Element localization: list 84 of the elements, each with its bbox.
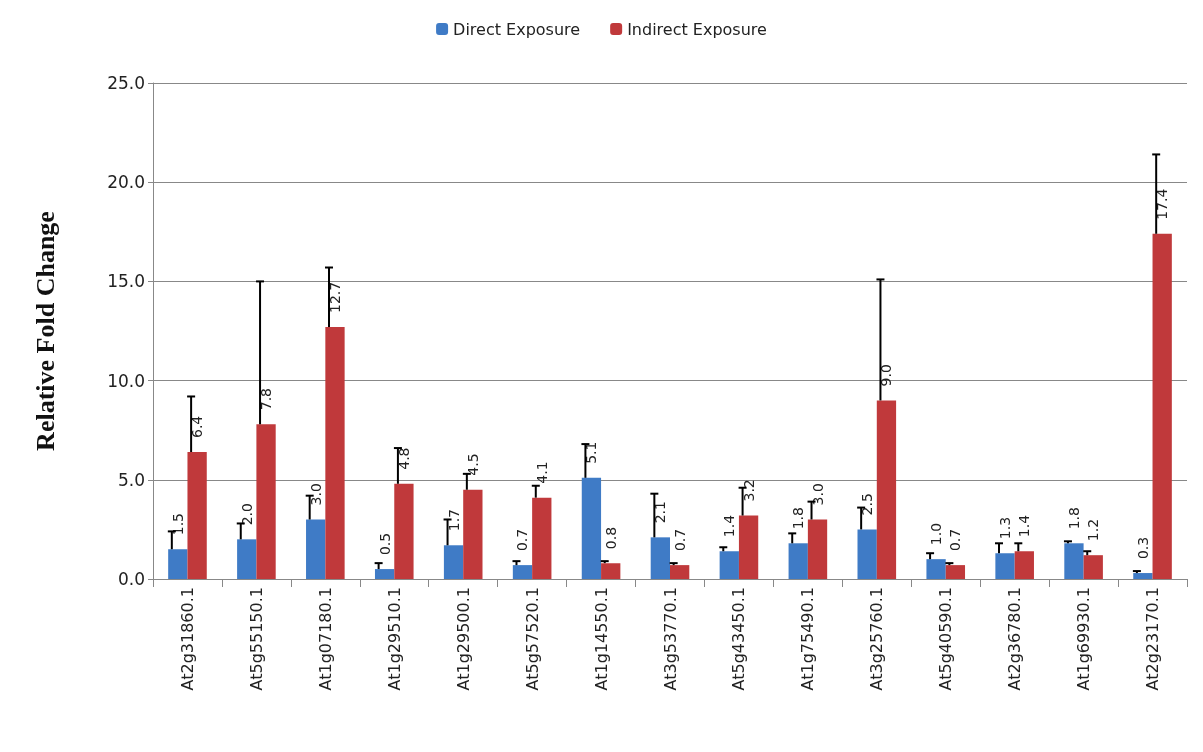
data-label: 1.7 xyxy=(445,509,462,532)
y-tick-label: 10.0 xyxy=(107,370,145,391)
y-tick-label: 20.0 xyxy=(107,172,145,193)
data-label: 1.4 xyxy=(721,514,738,538)
bar xyxy=(1064,543,1084,579)
data-label: 0.7 xyxy=(514,528,531,552)
bar xyxy=(1014,551,1034,579)
data-label: 4.5 xyxy=(464,453,481,476)
bar xyxy=(187,452,207,579)
data-label: 4.1 xyxy=(533,461,550,484)
x-tick-label: At1g14550.1 xyxy=(591,587,611,691)
x-tick-label: At1g07180.1 xyxy=(315,587,335,691)
data-label: 1.4 xyxy=(1016,514,1033,538)
data-label: 1.0 xyxy=(928,522,945,546)
bar xyxy=(1152,233,1172,579)
data-label: 2.1 xyxy=(652,501,669,524)
data-label: 4.8 xyxy=(395,447,412,470)
data-label: 0.7 xyxy=(671,528,688,552)
bar xyxy=(394,483,414,579)
bar xyxy=(463,489,483,579)
x-tick-label: At2g36780.1 xyxy=(1005,587,1025,691)
legend-label: Direct Exposure xyxy=(453,19,581,39)
data-label: 6.4 xyxy=(189,415,206,439)
x-tick-label: At1g69930.1 xyxy=(1074,587,1094,691)
bar xyxy=(237,539,257,579)
legend-label: Indirect Exposure xyxy=(627,19,767,39)
data-label: 0.8 xyxy=(602,526,619,550)
x-tick-label: At5g57520.1 xyxy=(522,587,542,691)
x-tick-label: At5g43450.1 xyxy=(729,587,749,691)
bar xyxy=(670,565,690,579)
bar xyxy=(1133,573,1153,579)
bar xyxy=(512,565,533,579)
bar xyxy=(926,559,946,579)
bar xyxy=(876,400,897,579)
x-tick-label: At1g29510.1 xyxy=(384,587,404,691)
y-axis-title: Relative Fold Change xyxy=(30,211,60,451)
bar xyxy=(374,569,395,579)
y-tick-label: 15.0 xyxy=(107,271,145,292)
bar xyxy=(719,551,739,579)
x-tick-label: At2g23170.1 xyxy=(1143,587,1163,691)
data-label: 1.8 xyxy=(1065,507,1082,530)
data-label: 12.7 xyxy=(326,281,343,314)
x-tick-label: At5g40590.1 xyxy=(936,587,956,691)
data-label: 17.4 xyxy=(1154,188,1171,220)
bar xyxy=(857,529,877,579)
bar xyxy=(945,565,966,579)
y-tick-label: 0.0 xyxy=(117,569,145,589)
data-label: 3.2 xyxy=(740,479,757,502)
data-label: 1.3 xyxy=(997,516,1014,540)
bar xyxy=(807,519,828,579)
bar xyxy=(443,545,464,579)
x-tick-label: At3g25760.1 xyxy=(867,587,887,691)
x-tick-label: At1g29500.1 xyxy=(453,587,473,691)
data-label: 3.0 xyxy=(307,483,324,506)
data-label: 2.5 xyxy=(859,493,876,516)
bar xyxy=(650,537,670,579)
data-label: 1.8 xyxy=(790,507,807,530)
bar xyxy=(738,515,759,579)
data-label: 9.0 xyxy=(878,364,895,387)
bar xyxy=(995,553,1015,579)
bar xyxy=(581,477,602,579)
bar xyxy=(256,424,276,579)
x-tick-label: At3g53770.1 xyxy=(660,587,680,691)
x-tick-label: At5g55150.1 xyxy=(246,587,266,691)
bar xyxy=(1083,555,1103,579)
data-label: 0.3 xyxy=(1134,536,1151,560)
bar xyxy=(168,549,188,579)
y-tick-label: 25.0 xyxy=(107,73,145,93)
data-label: 1.5 xyxy=(169,512,186,536)
data-label: 2.0 xyxy=(238,503,255,526)
data-label: 3.0 xyxy=(809,483,826,506)
data-label: 5.1 xyxy=(583,441,600,464)
data-label: 0.7 xyxy=(947,528,964,552)
x-tick-label: At2g31860.1 xyxy=(177,587,197,691)
bar xyxy=(601,563,621,579)
bar xyxy=(325,327,345,579)
bar xyxy=(532,497,552,579)
bar xyxy=(306,519,326,579)
data-label: 7.8 xyxy=(258,387,275,411)
data-label: 1.2 xyxy=(1085,518,1102,542)
x-tick-label: At1g75490.1 xyxy=(798,587,818,691)
bar xyxy=(788,543,808,579)
data-label: 0.5 xyxy=(376,532,393,556)
y-tick-label: 5.0 xyxy=(117,469,145,490)
